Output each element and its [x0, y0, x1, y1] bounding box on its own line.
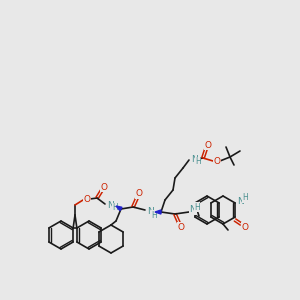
Text: O: O	[214, 157, 220, 166]
Text: O: O	[100, 182, 107, 191]
Text: N: N	[108, 200, 114, 209]
Text: O: O	[242, 223, 248, 232]
Text: O: O	[205, 140, 212, 149]
Text: H: H	[112, 203, 118, 212]
Text: O: O	[178, 223, 184, 232]
Text: O: O	[136, 190, 142, 199]
Text: H: H	[194, 202, 200, 211]
Text: H: H	[242, 194, 248, 202]
Text: N: N	[190, 206, 196, 214]
Text: N: N	[238, 197, 244, 206]
Text: H: H	[151, 211, 157, 220]
Polygon shape	[155, 210, 161, 214]
Text: N: N	[190, 154, 197, 164]
Polygon shape	[116, 206, 122, 211]
Text: N: N	[147, 208, 153, 217]
Text: H: H	[195, 158, 201, 166]
Text: O: O	[83, 194, 91, 203]
